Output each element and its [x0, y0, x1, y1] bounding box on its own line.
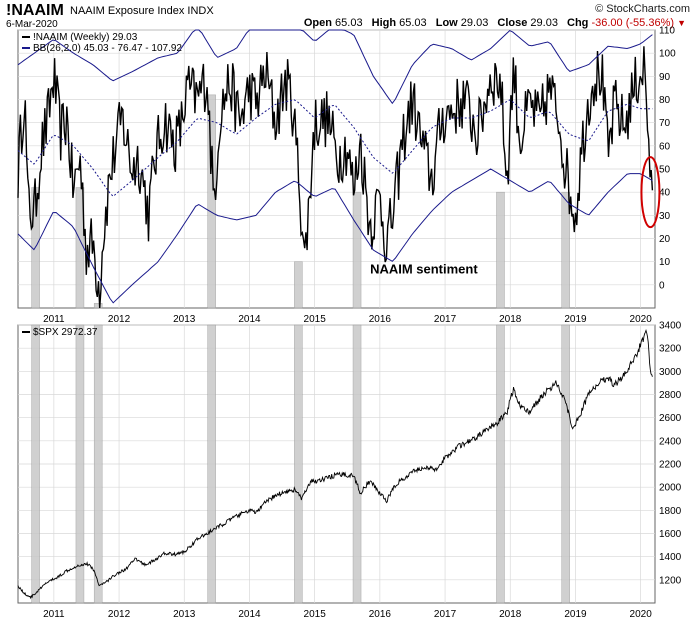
naaim-ytick-label: 100 — [659, 49, 676, 60]
spx-highlight-bar — [294, 324, 303, 604]
naaim-series-naaim — [17, 46, 654, 309]
low-value: 29.03 — [460, 17, 489, 29]
spx-xtick-label: 2018 — [499, 609, 522, 620]
naaim-xtick-label: 2018 — [499, 314, 522, 325]
spx-ytick-label: 2000 — [659, 483, 682, 494]
high-label: High — [371, 17, 397, 29]
naaim-xtick-label: 2012 — [108, 314, 131, 325]
spx-highlight-bar — [496, 324, 505, 604]
spx-ytick-label: 2800 — [659, 390, 682, 401]
spx-ytick-label: 3200 — [659, 344, 682, 355]
open-value: 65.03 — [335, 17, 363, 29]
close-label: Close — [497, 17, 528, 29]
spx-xtick-label: 2011 — [43, 609, 65, 620]
naaim-ytick-label: 90 — [659, 72, 671, 83]
spx-ytick-label: 3400 — [659, 321, 682, 332]
naaim-xtick-label: 2016 — [369, 314, 392, 325]
naaim-highlight-bar — [294, 261, 303, 309]
stockcharts-brand[interactable]: © StockCharts.com — [595, 3, 690, 15]
naaim-xtick-label: 2013 — [173, 314, 196, 325]
high-value: 65.03 — [399, 17, 427, 29]
naaim-xtick-label: 2011 — [43, 314, 65, 325]
spx-xtick-label: 2013 — [173, 609, 196, 620]
naaim-ytick-label: 50 — [659, 165, 671, 176]
chg-value: -36.00 (-55.36%) — [591, 17, 675, 29]
naaim-highlight-bar — [352, 191, 362, 309]
naaim-xtick-label: 2014 — [238, 314, 261, 325]
exchange-label: INDX — [187, 5, 214, 17]
spx-highlight-bar — [93, 324, 103, 604]
ohlc-readout: Open 65.03 High 65.03 Low 29.03 Close 29… — [304, 17, 686, 29]
spx-xtick-label: 2014 — [238, 609, 261, 620]
low-label: Low — [435, 17, 458, 29]
spx-xtick-label: 2017 — [434, 609, 457, 620]
spx-highlight-bar — [207, 324, 216, 604]
naaim-ytick-label: 40 — [659, 188, 671, 199]
naaim-highlight-bar — [93, 303, 103, 309]
spx-ytick-label: 1600 — [659, 529, 682, 540]
spx-ytick-label: 1800 — [659, 506, 682, 517]
naaim-ytick-label: 110 — [659, 26, 675, 37]
naaim-series-bb-upper — [17, 29, 653, 105]
spx-ytick-label: 2200 — [659, 460, 682, 471]
spx-xtick-label: 2016 — [369, 609, 392, 620]
spx-highlight-bar — [31, 324, 40, 604]
index-name: NAAIM Exposure Index INDX — [70, 5, 214, 17]
spx-ytick-label: 1200 — [659, 575, 682, 586]
spx-ytick-label: 2400 — [659, 436, 682, 447]
annotation-naaim-sentiment: NAAIM sentiment — [370, 261, 478, 276]
naaim-xtick-label: 2017 — [434, 314, 457, 325]
chart-date: 6-Mar-2020 — [6, 19, 58, 30]
spx-series-spx — [17, 329, 653, 600]
naaim-ytick-label: 10 — [659, 257, 671, 268]
symbol-title: !NAAIM — [6, 2, 64, 19]
naaim-panel: 0 10 20 30 40 50 60 70 80 90 100 110 2011 2012 2013 201… — [17, 26, 676, 325]
spx-xtick-label: 2015 — [304, 609, 327, 620]
naaim-ytick-label: 0 — [659, 280, 665, 291]
spx-ytick-label: 1400 — [659, 552, 682, 563]
down-triangle-icon: ▼ — [677, 18, 686, 28]
spx-ytick-label: 3000 — [659, 367, 682, 378]
chart-header: !NAAIM NAAIM Exposure Index INDX 6-Mar-2… — [0, 0, 700, 30]
spx-xtick-label: 2020 — [630, 609, 653, 620]
naaim-ytick-label: 80 — [659, 95, 671, 106]
naaim-legend-label: !NAAIM (Weekly) 29.03 — [33, 32, 138, 43]
naaim-series-bb-lower — [17, 168, 653, 304]
naaim-xtick-label: 2015 — [304, 314, 327, 325]
close-value: 29.03 — [530, 17, 558, 29]
spx-xtick-label: 2019 — [564, 609, 587, 620]
naaim-highlight-bar — [561, 191, 570, 309]
naaim-ytick-label: 20 — [659, 234, 671, 245]
naaim-legend-label: BB(26,2.0) 45.03 - 76.47 - 107.92 — [33, 43, 182, 54]
naaim-highlight-bar — [496, 191, 505, 309]
naaim-highlight-bar — [207, 94, 216, 309]
naaim-ytick-label: 70 — [659, 118, 671, 129]
spx-highlight-bar — [561, 324, 570, 604]
open-label: Open — [303, 17, 332, 29]
naaim-ytick-label: 60 — [659, 141, 671, 152]
spx-panel: 1200 1400 1600 1800 2000 2200 2400 2600 2800 3000… — [17, 321, 682, 620]
spx-xtick-label: 2012 — [108, 609, 131, 620]
naaim-xtick-label: 2020 — [630, 314, 653, 325]
spx-highlight-bar — [75, 324, 85, 604]
chg-label: Chg — [567, 17, 589, 29]
index-full-name: NAAIM Exposure Index — [70, 5, 185, 17]
red-circle-annotation — [640, 156, 661, 229]
spx-legend-label: $SPX 2972.37 — [33, 327, 98, 338]
naaim-ytick-label: 30 — [659, 211, 671, 222]
naaim-xtick-label: 2019 — [564, 314, 587, 325]
naaim-series-bb-middle — [17, 99, 653, 197]
spx-ytick-label: 2600 — [659, 413, 682, 424]
spx-highlight-bar — [352, 324, 362, 604]
